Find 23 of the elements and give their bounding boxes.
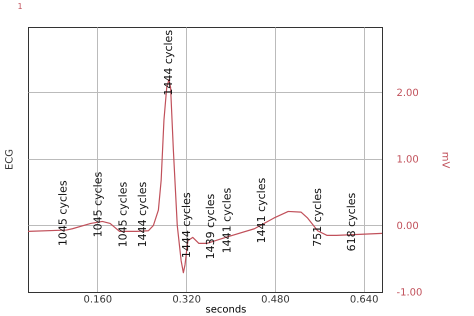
y-tick-label: 0.00 xyxy=(396,220,419,232)
text: 1 xyxy=(17,2,23,11)
annotation: 751 cycles xyxy=(311,188,324,247)
y-tick-label: 1.00 xyxy=(396,154,419,166)
y-tick-label: 2.00 xyxy=(396,88,419,99)
annotation: 1045 cycles xyxy=(56,180,70,246)
x-tick-label: 0.160 xyxy=(84,294,112,306)
annotation: 1444 cycles xyxy=(162,30,175,96)
x-tick-label: 0.320 xyxy=(172,294,201,306)
annotation: 1045 cycles xyxy=(91,172,104,238)
annotation: 618 cycles xyxy=(345,192,358,252)
y-axis-title: mV xyxy=(439,152,450,168)
annotation: 1441 cycles xyxy=(220,187,234,254)
x-axis-title: seconds xyxy=(206,304,246,316)
annotation: 1444 cycles xyxy=(136,181,149,248)
y-tick-label: -1.00 xyxy=(396,288,422,298)
annotation: 1439 cycles xyxy=(204,193,218,260)
annotation: 1045 cycles xyxy=(116,181,130,248)
annotation: 1444 cycles xyxy=(180,192,194,258)
x-tick-label: 0.640 xyxy=(350,294,379,306)
annotation: 1441 cycles xyxy=(255,177,268,244)
x-tick-label: 0.480 xyxy=(261,294,290,306)
text: ECG xyxy=(4,148,16,170)
